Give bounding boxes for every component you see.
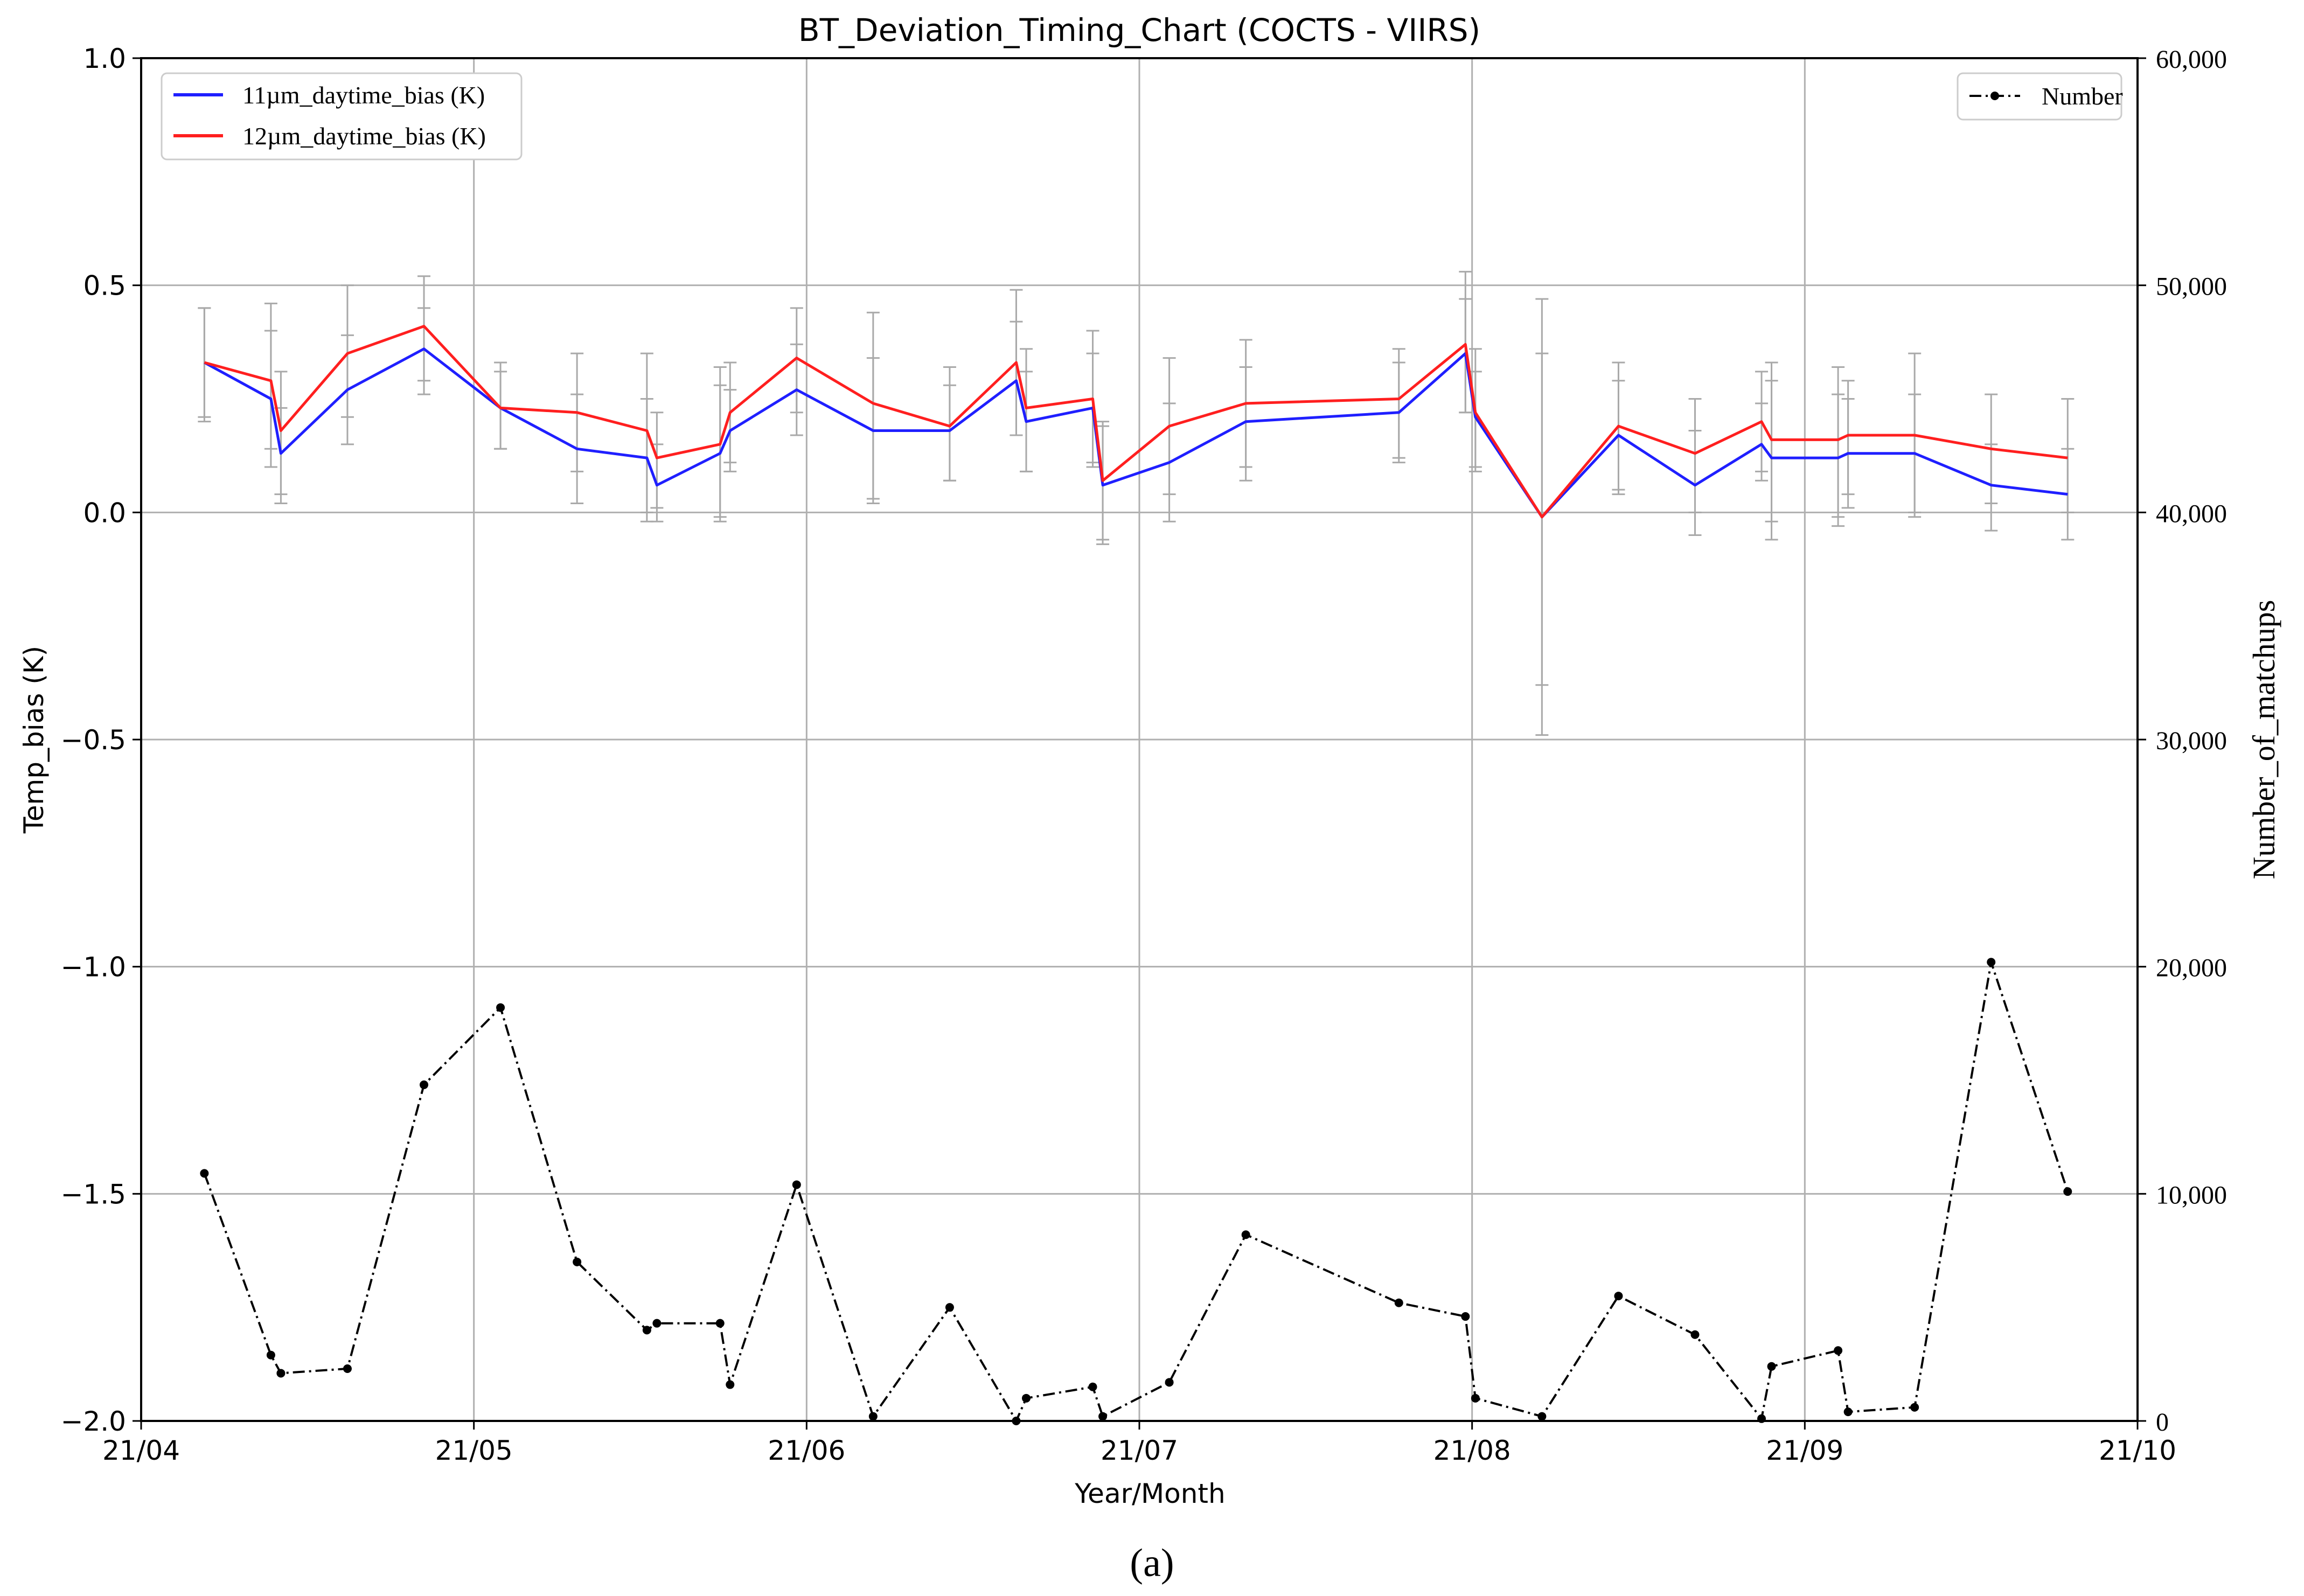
number-marker [1394,1298,1403,1307]
y2-tick-label: 30,000 [2156,727,2227,755]
x-tick-label: 21/04 [102,1435,180,1466]
y2-tick-label: 40,000 [2156,499,2227,528]
x-tick-label: 21/09 [1766,1435,1843,1466]
legend-left: 11µm_daytime_bias (K) 12µm_daytime_bias … [161,72,523,161]
series-12um-line [204,325,2068,519]
y2-tick-label: 20,000 [2156,954,2227,982]
number-marker [1614,1292,1623,1301]
number-marker [726,1380,735,1389]
y-tick-label: 1.0 [83,43,126,74]
x-tick-label: 21/06 [768,1435,845,1466]
number-marker [1098,1412,1108,1421]
x-tick-label: 21/08 [1433,1435,1511,1466]
legend-left-box [161,72,523,161]
y2-tick-label: 10,000 [2156,1181,2227,1209]
number-marker [200,1169,209,1178]
x-tick-label: 21/10 [2099,1435,2176,1466]
series-lines [203,325,2069,1422]
chart-title: BT_Deviation_Timing_Chart (COCTS - VIIRS… [798,12,1480,48]
number-markers [200,958,2072,1425]
number-marker [945,1303,954,1312]
y-tick-label: −1.5 [61,1179,126,1210]
grid-lines [141,58,2138,1421]
number-marker [652,1319,662,1328]
legend-right: Number [1957,72,2123,121]
number-marker [496,1003,505,1012]
number-marker [1987,958,1996,967]
legend-11um-label: 11µm_daytime_bias (K) [242,81,485,109]
x-axis-label: Year/Month [1074,1478,1225,1509]
number-marker [792,1180,801,1189]
y-tick-label: 0.5 [83,270,126,302]
number-marker [642,1326,651,1335]
number-marker [1241,1230,1250,1239]
y-tick-label: −0.5 [61,724,126,756]
y-tick-label: −2.0 [61,1406,126,1437]
figure-caption: (a) [1130,1541,1174,1585]
y2-axis-label: Number_of_matchups [2246,600,2281,880]
error-bars [198,270,2075,736]
number-marker [868,1412,878,1421]
y2-tick-label: 60,000 [2156,45,2227,74]
number-marker [573,1257,582,1266]
number-marker [420,1080,429,1089]
y2-tick-label: 50,000 [2156,273,2227,301]
number-marker [1767,1362,1776,1371]
y-axis-label: Temp_bias (K) [18,646,50,834]
number-marker [2063,1187,2072,1196]
y2-tick-label: 0 [2156,1408,2169,1437]
number-marker [276,1369,286,1378]
number-marker [1690,1330,1700,1339]
axis-ticks: 21/04 21/05 21/06 21/07 21/08 21/09 21/10 1.0 0.… [61,43,2227,1466]
number-marker [1843,1407,1853,1417]
legend-right-box [1957,72,2122,121]
legend-number-label: Number [2042,82,2123,110]
number-marker [1021,1393,1031,1403]
series-number-line [203,961,2069,1422]
number-marker [1461,1312,1470,1321]
number-marker [1165,1378,1174,1387]
x-tick-label: 21/07 [1101,1435,1178,1466]
number-marker [1910,1403,1919,1412]
number-marker [1834,1346,1843,1355]
number-marker [1537,1412,1547,1421]
x-tick-label: 21/05 [435,1435,513,1466]
number-marker [715,1319,725,1328]
legend-12um-label: 12µm_daytime_bias (K) [242,122,486,150]
number-marker [1088,1382,1097,1391]
number-marker [1471,1393,1480,1403]
y-tick-label: −1.0 [61,952,126,983]
y-tick-label: 0.0 [83,497,126,528]
number-marker [266,1350,275,1360]
number-marker [343,1364,352,1374]
series-11um-line [204,347,2068,519]
legend-number-marker [1990,92,1999,100]
